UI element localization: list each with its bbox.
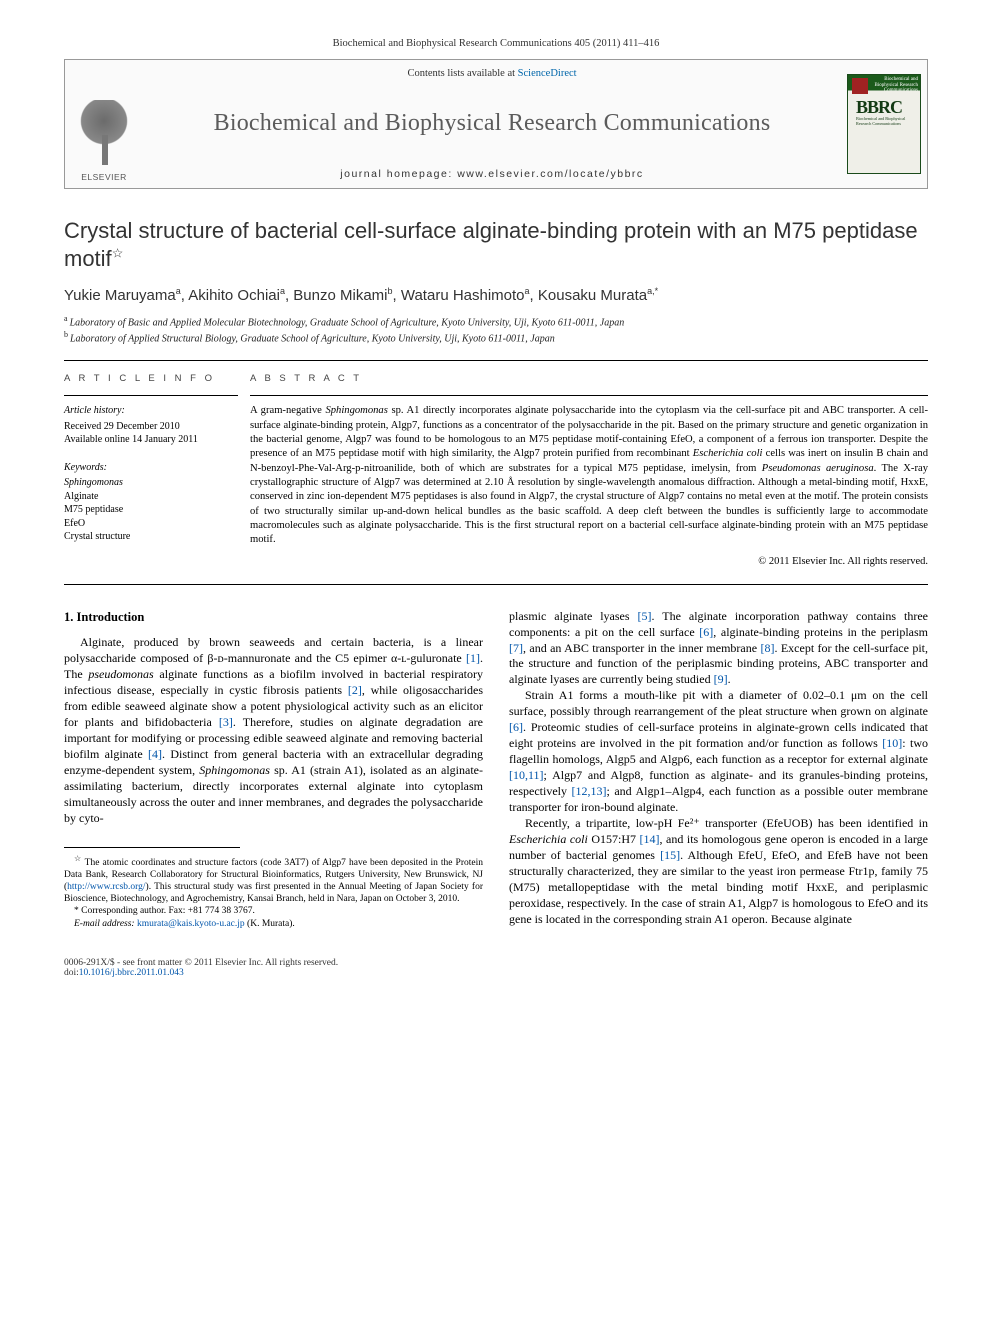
info-rule-1 — [64, 395, 238, 396]
sciencedirect-link[interactable]: ScienceDirect — [518, 68, 577, 79]
footnote-rule — [64, 847, 240, 848]
elsevier-logo: ELSEVIER — [65, 60, 143, 188]
abstract-text: A gram-negative Sphingomonas sp. A1 dire… — [250, 404, 928, 547]
article-info-heading: A R T I C L E I N F O — [64, 373, 238, 386]
abstract-block: A B S T R A C T A gram-negative Sphingom… — [250, 373, 928, 570]
journal-homepage: journal homepage: www.elsevier.com/locat… — [153, 168, 831, 180]
title-footnote-marker: ☆ — [112, 245, 124, 260]
citation-line: Biochemical and Biophysical Research Com… — [64, 38, 928, 49]
abstract-rule — [250, 395, 928, 396]
online-date: Available online 14 January 2011 — [64, 433, 238, 447]
contents-available: Contents lists available at ScienceDirec… — [153, 68, 831, 79]
page-footer: 0006-291X/$ - see front matter © 2011 El… — [64, 958, 928, 978]
intro-p1: Alginate, produced by brown seaweeds and… — [64, 635, 483, 826]
homepage-url: www.elsevier.com/locate/ybbrc — [457, 168, 643, 180]
footer-left: 0006-291X/$ - see front matter © 2011 El… — [64, 958, 338, 978]
cover-abbrev: BBRC — [856, 97, 902, 118]
cover-subtitle: Biochemical and Biophysical Research Com… — [870, 77, 918, 94]
keyword-item: M75 peptidase — [64, 503, 238, 517]
abstract-heading: A B S T R A C T — [250, 373, 928, 386]
column-right: plasmic alginate lyases [5]. The alginat… — [509, 609, 928, 930]
abstract-copyright: © 2011 Elsevier Inc. All rights reserved… — [250, 555, 928, 569]
contents-prefix: Contents lists available at — [407, 68, 517, 79]
journal-name: Biochemical and Biophysical Research Com… — [153, 110, 831, 137]
article-info: A R T I C L E I N F O Article history: R… — [64, 373, 250, 570]
meta-row: A R T I C L E I N F O Article history: R… — [64, 361, 928, 584]
doi-link[interactable]: 10.1016/j.bbrc.2011.01.043 — [79, 968, 184, 978]
footer-front-matter: 0006-291X/$ - see front matter © 2011 El… — [64, 958, 338, 968]
affiliations: aLaboratory of Basic and Applied Molecul… — [64, 314, 928, 346]
column-left: 1. Introduction Alginate, produced by br… — [64, 609, 483, 930]
keyword-item: Alginate — [64, 490, 238, 504]
footnote-email: E-mail address: kmurata@kais.kyoto-u.ac.… — [64, 918, 483, 930]
email-label: E-mail address: — [74, 919, 135, 929]
intro-p2: Strain A1 forms a mouth-like pit with a … — [509, 688, 928, 816]
intro-p1b: plasmic alginate lyases [5]. The alginat… — [509, 609, 928, 689]
body-columns: 1. Introduction Alginate, produced by br… — [64, 609, 928, 930]
email-tail: (K. Murata). — [245, 919, 295, 929]
keywords-list: SphingomonasAlginateM75 peptidaseEfeOCry… — [64, 476, 238, 544]
intro-p3: Recently, a tripartite, low-pH Fe²⁺ tran… — [509, 816, 928, 928]
keywords-label: Keywords: — [64, 461, 238, 475]
history-label: Article history: — [64, 404, 238, 418]
rule-bottom — [64, 584, 928, 585]
journal-header: ELSEVIER Contents lists available at Sci… — [64, 59, 928, 189]
elsevier-tree-icon — [76, 100, 132, 170]
keyword-item: Crystal structure — [64, 530, 238, 544]
homepage-prefix: journal homepage: — [340, 168, 457, 180]
footnote-star: ☆ The atomic coordinates and structure f… — [64, 854, 483, 906]
footer-doi: doi:10.1016/j.bbrc.2011.01.043 — [64, 968, 338, 978]
publisher-name: ELSEVIER — [81, 172, 127, 182]
author-list: Yukie Maruyamaa, Akihito Ochiaia, Bunzo … — [64, 286, 928, 304]
keyword-item: Sphingomonas — [64, 476, 238, 490]
section-1-heading: 1. Introduction — [64, 609, 483, 626]
email-link[interactable]: kmurata@kais.kyoto-u.ac.jp — [137, 919, 245, 929]
article-title: Crystal structure of bacterial cell-surf… — [64, 217, 928, 272]
journal-cover: Biochemical and Biophysical Research Com… — [841, 60, 927, 188]
doi-prefix: doi: — [64, 968, 79, 978]
header-center: Contents lists available at ScienceDirec… — [143, 60, 841, 188]
footnote-corr: * Corresponding author. Fax: +81 774 38 … — [64, 905, 483, 917]
cover-subtitle-2: Biochemical and Biophysical Research Com… — [856, 117, 914, 127]
cover-image: Biochemical and Biophysical Research Com… — [847, 74, 921, 174]
keyword-item: EfeO — [64, 517, 238, 531]
title-text: Crystal structure of bacterial cell-surf… — [64, 218, 918, 271]
received-date: Received 29 December 2010 — [64, 420, 238, 434]
